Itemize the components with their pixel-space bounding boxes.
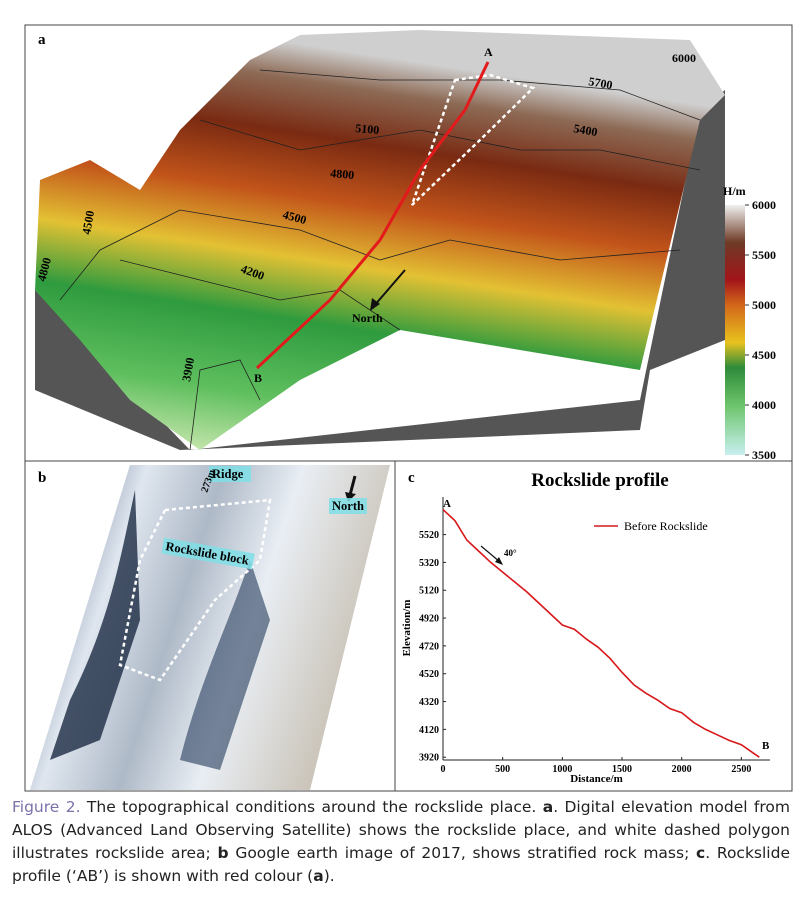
x-tick-label: 500 <box>495 764 510 775</box>
caption-bold: c <box>696 844 706 862</box>
caption-text: Google earth image of 2017, shows strati… <box>228 844 697 862</box>
dem-terrain <box>35 30 725 451</box>
y-tick-label: 5520 <box>419 530 439 541</box>
contour-label: 4500 <box>281 207 308 227</box>
colorbar <box>725 205 745 455</box>
image-label: Ridge <box>209 466 251 482</box>
label-box <box>161 537 255 570</box>
caption-text: . Digital elevation model from ALOS (Adv… <box>12 798 791 862</box>
x-tick-label: 1000 <box>552 764 572 775</box>
y-tick-label: 4920 <box>419 614 439 625</box>
y-tick-label: 4120 <box>419 725 439 736</box>
point-label: A <box>484 45 493 59</box>
colorbar-tick-label: 6000 <box>752 198 776 212</box>
caption-text: The topographical conditions around the … <box>80 798 543 816</box>
colorbar-tick-label: 5000 <box>752 298 776 312</box>
slope-arrow <box>480 545 501 563</box>
y-tick-label: 4520 <box>419 669 439 680</box>
direction-label: North <box>352 311 383 325</box>
y-tick-label: 5120 <box>419 586 439 597</box>
figure: ab cABNorth600057005400510048004500420039… <box>24 24 793 792</box>
contour-label: 4500 <box>79 209 97 235</box>
panel-c-frame <box>394 460 793 792</box>
image-label-text: Ridge <box>212 467 244 481</box>
chart-title: Rockslide profile <box>531 470 668 491</box>
caption-bold: b <box>217 844 229 862</box>
y-axis-label: Elevation/m <box>401 600 413 657</box>
contour-label: 6000 <box>672 51 696 65</box>
x-tick-label: 2000 <box>672 764 692 775</box>
profile-line <box>442 508 760 758</box>
contour-label: 4800 <box>34 256 54 283</box>
colorbar-title: H/m <box>723 184 746 198</box>
y-tick-label: 4320 <box>419 697 439 708</box>
x-tick-label: 2500 <box>731 764 751 775</box>
image-label-text: North <box>332 499 364 513</box>
x-axis-label: Distance/m <box>570 773 623 785</box>
panel-letter: b <box>38 470 46 486</box>
caption: Figure 2. The topographical conditions a… <box>12 796 790 888</box>
x-tick-label: 1500 <box>612 764 632 775</box>
panel-letter: c <box>408 470 415 486</box>
colorbar-tick-label: 5500 <box>752 248 776 262</box>
annotation: 40° <box>504 548 517 558</box>
label-box <box>209 466 251 482</box>
contour-label: 5700 <box>587 74 613 92</box>
contour-label: 5100 <box>355 121 380 137</box>
colorbar-tick-label: 4500 <box>752 348 776 362</box>
label-box <box>329 498 367 514</box>
y-tick-label: 5320 <box>419 558 439 569</box>
caption-text: ). <box>323 867 335 885</box>
colorbar-tick-label: 3500 <box>752 448 776 462</box>
satellite-image <box>30 465 390 790</box>
contour-label: 5400 <box>572 121 598 139</box>
caption-bold: a <box>542 798 554 816</box>
point-label: B <box>254 371 262 385</box>
colorbar-tick-label: 4000 <box>752 398 776 412</box>
contour-label: 3900 <box>179 356 197 382</box>
y-tick-label: 4720 <box>419 641 439 652</box>
panel-letter: a <box>38 32 46 48</box>
annotation: B <box>762 740 770 752</box>
annotation: A <box>443 498 451 510</box>
slope-arrowhead <box>495 557 503 565</box>
legend-label: Before Rockslide <box>624 519 708 533</box>
caption-bold: a <box>313 867 324 885</box>
caption-label: Figure 2. <box>12 798 81 816</box>
caption-text: . Rockslide profile (‘AB’) is shown with… <box>12 844 790 885</box>
x-tick-label: 0 <box>441 764 446 775</box>
y-tick-label: 3920 <box>419 753 439 764</box>
contour-label: 4800 <box>330 166 355 182</box>
image-label: North <box>329 498 367 514</box>
